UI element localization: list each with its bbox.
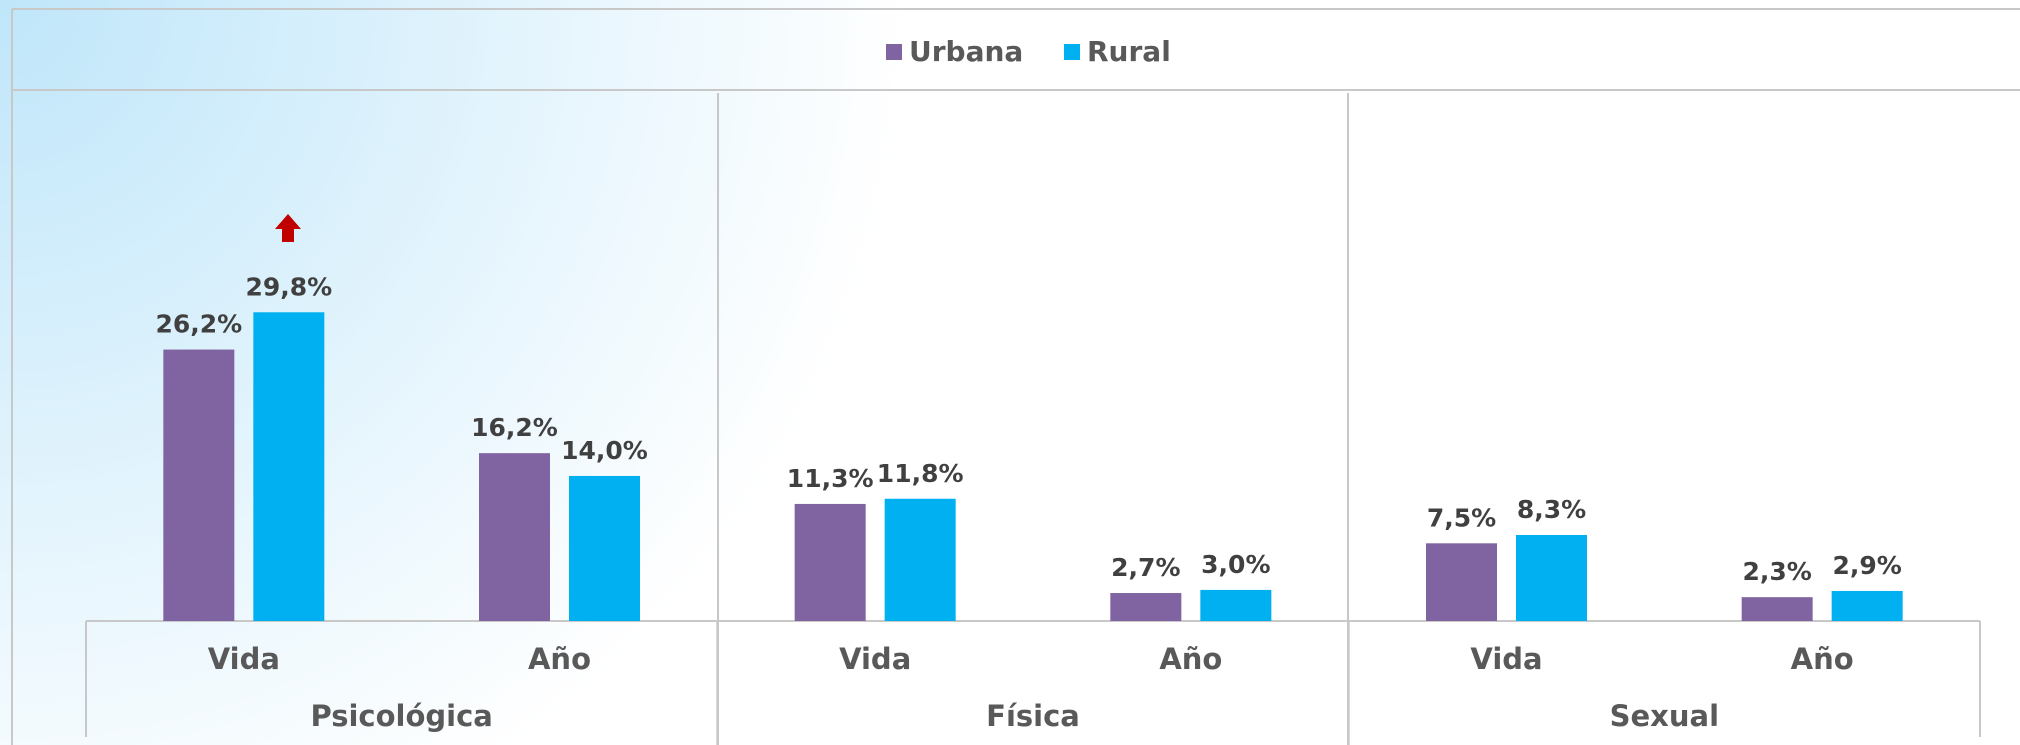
- x-tick-label: Vida: [208, 642, 280, 676]
- data-label: 26,2%: [155, 310, 242, 339]
- bar: [1741, 597, 1813, 621]
- data-label: 7,5%: [1427, 503, 1496, 532]
- x-tick-label: Año: [1791, 642, 1854, 676]
- legend-label: Urbana: [909, 35, 1023, 68]
- group-label: Sexual: [1610, 699, 1719, 733]
- legend-label: Rural: [1087, 35, 1171, 68]
- bar: [1426, 543, 1497, 621]
- data-label: 29,8%: [245, 272, 332, 301]
- group-label: Física: [986, 699, 1080, 733]
- bar: [1200, 589, 1272, 621]
- bar: [794, 503, 866, 621]
- bar: [884, 498, 956, 621]
- bar: [253, 312, 325, 621]
- bar: [163, 349, 235, 621]
- data-label: 2,7%: [1111, 553, 1180, 582]
- bar: [479, 453, 550, 621]
- legend-swatch: [886, 44, 902, 60]
- data-label: 11,3%: [787, 464, 874, 493]
- bar: [1110, 593, 1182, 621]
- data-label: 8,3%: [1517, 495, 1586, 524]
- bar: [1516, 535, 1587, 621]
- x-tick-label: Vida: [1470, 642, 1542, 676]
- x-tick-label: Año: [528, 642, 591, 676]
- x-tick-label: Año: [1159, 642, 1222, 676]
- data-label: 11,8%: [877, 459, 964, 488]
- data-label: 3,0%: [1201, 550, 1270, 579]
- bar: [1831, 590, 1903, 621]
- data-label: 14,0%: [561, 436, 648, 465]
- group-label: Psicológica: [310, 699, 492, 733]
- legend-swatch: [1064, 44, 1080, 60]
- arrow-up-icon: [275, 214, 301, 242]
- data-label: 2,3%: [1742, 557, 1811, 586]
- bar: [569, 475, 640, 621]
- x-tick-label: Vida: [839, 642, 911, 676]
- data-label: 16,2%: [471, 413, 558, 442]
- data-label: 2,9%: [1832, 551, 1901, 580]
